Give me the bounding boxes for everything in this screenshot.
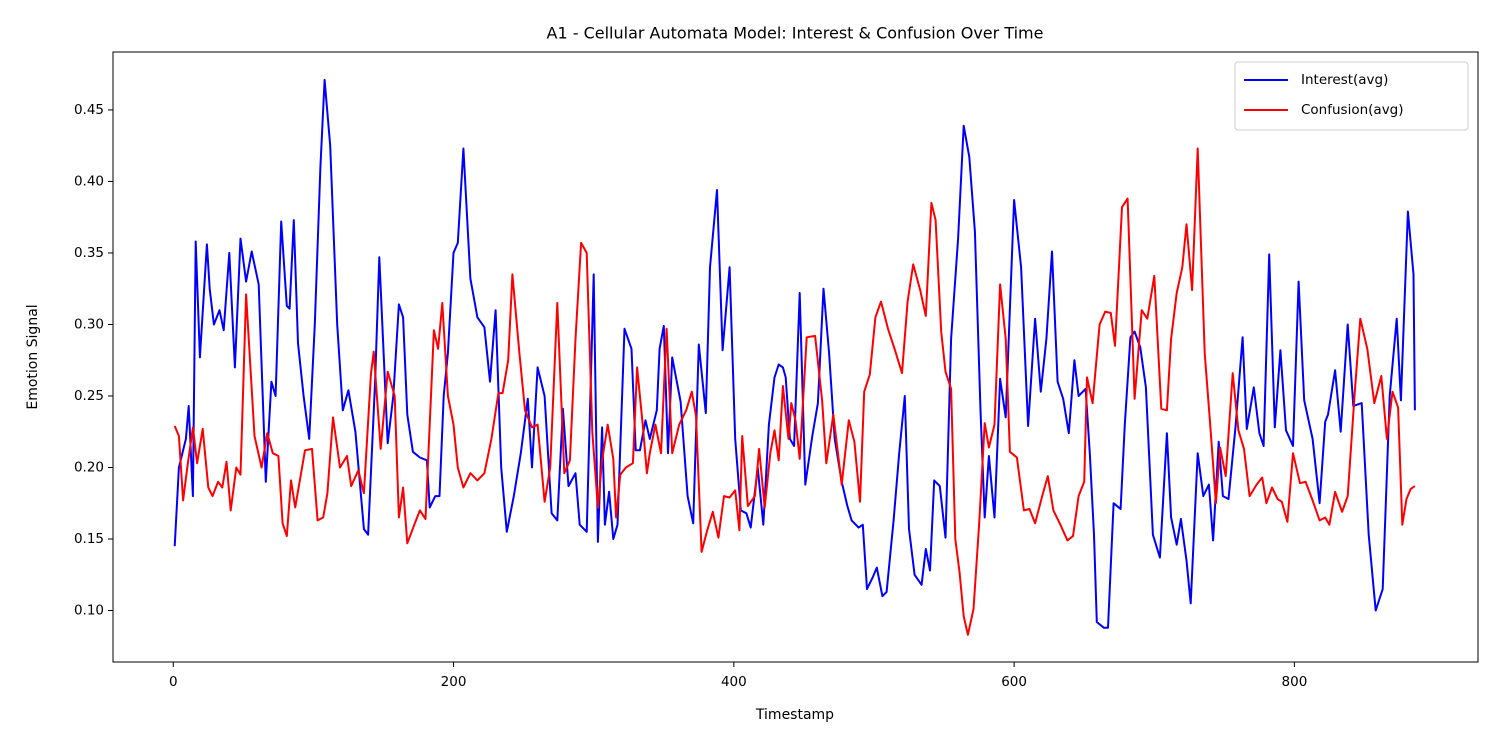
plot-frame xyxy=(112,51,1479,663)
y-tick-label: 0.45 xyxy=(74,102,104,118)
y-tick-label: 0.10 xyxy=(74,603,104,619)
x-tick-label: 0 xyxy=(169,674,178,690)
y-tick-label: 0.30 xyxy=(74,316,104,332)
x-tick-label: 400 xyxy=(721,674,747,690)
x-tick-label: 200 xyxy=(441,674,467,690)
y-tick-label: 0.25 xyxy=(74,388,104,404)
line xyxy=(173,78,1416,629)
y-tick-label: 0.15 xyxy=(74,531,104,547)
line xyxy=(173,147,1416,636)
legend-label: Confusion(avg) xyxy=(1301,102,1404,118)
x-tick-label: 800 xyxy=(1282,674,1308,690)
legend-box xyxy=(1234,61,1469,131)
x-axis-label: Timestamp xyxy=(755,707,834,723)
x-tick-label: 600 xyxy=(1001,674,1027,690)
y-tick-label: 0.35 xyxy=(74,245,104,261)
y-tick-label: 0.40 xyxy=(74,173,104,189)
y-tick-label: 0.20 xyxy=(74,459,104,475)
chart-title: A1 - Cellular Automata Model: Interest &… xyxy=(547,24,1044,43)
legend-label: Interest(avg) xyxy=(1301,72,1388,88)
y-axis-label: Emotion Signal xyxy=(25,304,41,409)
